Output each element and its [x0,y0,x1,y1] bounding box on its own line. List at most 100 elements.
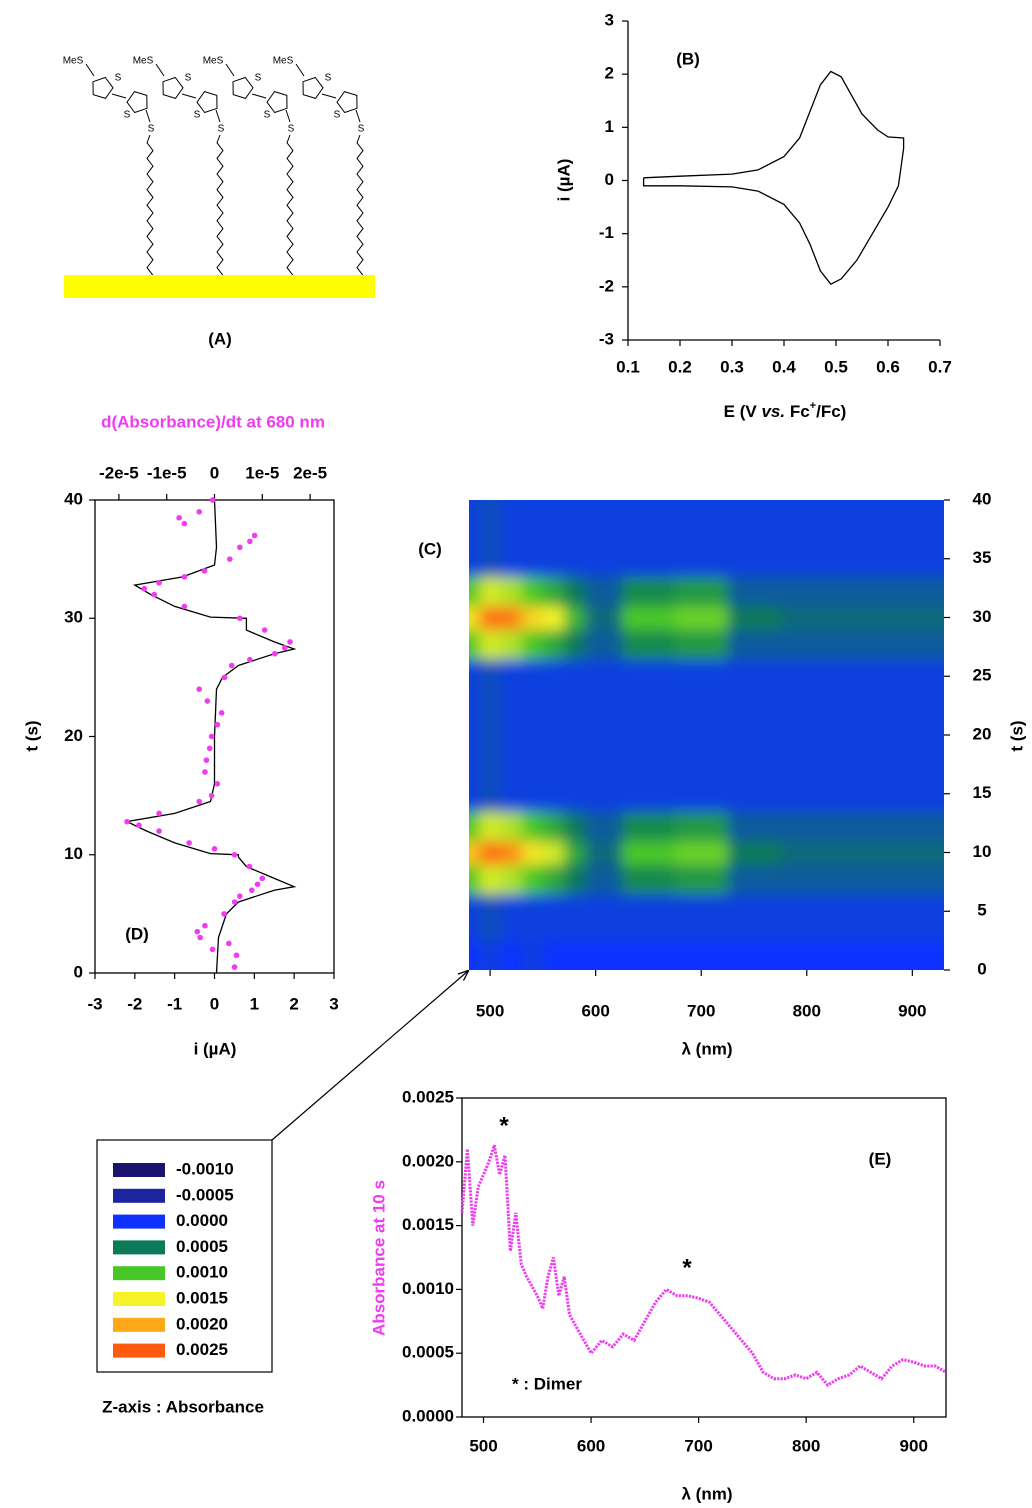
data-point [231,964,238,970]
heatmap-cell [521,529,544,577]
y-tick-label: 0.0020 [402,1151,454,1170]
data-point [221,674,228,681]
x-tick-label: 2 [289,994,298,1013]
heatmap-cell [674,629,729,660]
annotation: * [682,1254,692,1281]
heatmap-cell [500,864,523,895]
data-point [211,846,218,852]
data-point [247,538,253,545]
heatmap-cell [727,605,781,630]
data-point [209,946,216,953]
heatmap-cell [564,529,586,577]
heatmap-cell [674,529,729,577]
x-tick-label: 800 [793,1001,821,1020]
heatmap-cell [780,940,834,970]
data-point [176,514,182,521]
heatmap-cell [469,605,481,630]
heatmap-cell [928,629,944,660]
alkyl-chain [356,134,364,276]
data-point [208,792,215,799]
x-tick-label: 700 [687,1001,715,1020]
thiophene-ring [162,76,184,99]
heatmap-cell [674,940,729,970]
x-tick-label: 0.6 [876,357,900,376]
data-point [124,818,130,825]
heatmap-cell [885,811,929,842]
heatmap-cell [727,940,781,970]
y-tick-label: 30 [64,608,83,627]
heatmap-cell [833,864,887,895]
heatmap-cell [833,576,887,607]
data-point [197,934,203,941]
data-point [233,952,240,959]
x-tick-label: 500 [469,1436,497,1455]
y-tick-label: 25 [973,666,992,685]
y-axis-label: t (s) [1007,720,1026,751]
data-point [214,781,221,787]
heatmap-cell [585,840,623,865]
heatmap-cell [780,605,834,630]
heatmap-cell [780,864,834,895]
x-tick-label: 0.1 [616,357,640,376]
axes [627,21,940,341]
panel-label: (C) [418,539,442,558]
sulfur-label: S [334,110,341,121]
heatmap-cell [564,576,586,607]
data-point [226,556,233,562]
annotation: * [499,1112,509,1139]
x-tick-label: 0.2 [668,357,692,376]
colorbar-title: Z-axis : Absorbance [102,1397,264,1416]
heatmap-cell [542,940,565,970]
data-point [181,574,188,580]
y-tick-label: 40 [973,489,992,508]
data-point [204,698,211,704]
heatmap-cell [479,940,502,970]
heatmap-cell [521,940,544,970]
methylthio-label: MeS [203,56,224,67]
annotation: * : Dimer [512,1374,582,1393]
heatmap-cell [585,605,623,630]
y-tick-label: 2 [605,64,614,83]
heatmap-cell [674,500,729,530]
heatmap-cell [780,811,834,842]
y-tick-label: 5 [977,901,986,920]
x-tick-label: 0.4 [772,357,796,376]
heatmap-cell [928,840,944,865]
pointer-arrow [271,971,468,1141]
data-point [226,940,232,947]
x-tick-label: 600 [581,1001,609,1020]
colorbar-swatch [113,1343,165,1358]
heatmap-cell [585,705,623,765]
thiophene-ring [196,91,218,114]
x-tick-label: 1e-5 [245,463,279,482]
bond [155,63,165,77]
sulfur-label: S [255,73,262,84]
y-tick-label: 0 [977,959,986,978]
gold-substrate [64,275,375,298]
heatmap-cell [885,940,929,970]
heatmap-cell [833,500,887,530]
data-line [124,499,297,974]
thiophene-ring [92,76,114,99]
heatmap-cell [564,864,586,895]
heatmap-cell [928,576,944,607]
heatmap-cell [469,629,481,660]
thiophene-ring [266,91,288,114]
y-tick-label: 15 [973,783,992,802]
x-tick-label: -3 [87,994,102,1013]
heatmap-cell [585,658,623,707]
heatmap-cell [469,811,481,842]
heatmap-cell [727,811,781,842]
heatmap-cell [500,893,523,942]
heatmap-cell [479,811,502,842]
data-point [271,650,278,657]
heatmap-area [469,500,944,970]
bond [225,63,235,77]
heatmap-cell [674,840,729,865]
heatmap-cell [469,705,481,765]
y-axis-label: t (s) [22,720,41,751]
colorbar-label: 0.0000 [176,1211,228,1230]
thiophene-ring [336,91,358,114]
y-tick-label: 0 [605,170,614,189]
colorbar-swatch [113,1266,165,1281]
